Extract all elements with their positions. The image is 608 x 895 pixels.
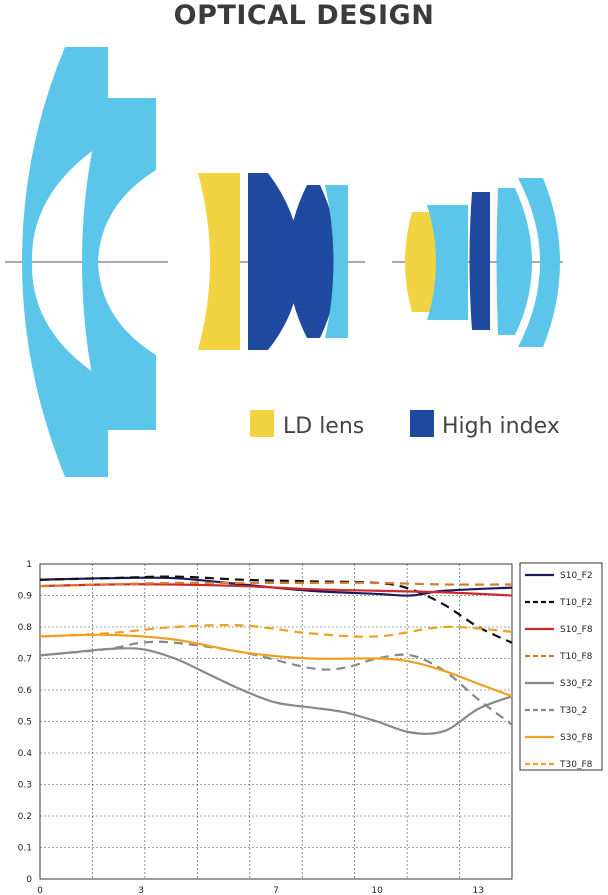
y-tick-label: 0.5: [18, 718, 32, 728]
ld-lens-swatch: [250, 410, 274, 437]
lens-element-1: [22, 47, 108, 477]
legend-label-t30-f8: T30_F8: [559, 760, 593, 770]
series-line-t30-2: [39, 640, 513, 726]
chart-legend-box: [519, 562, 603, 771]
y-tick-label: 0.8: [18, 623, 33, 633]
lens-diagram: LD lens High index: [5, 47, 563, 477]
lens-element-9-high-index: [469, 192, 490, 330]
legend-label-t10-f8: T10_F8: [559, 652, 593, 662]
legend-label-s10-f8: S10_F8: [560, 625, 593, 635]
high-index-legend-label: High index: [442, 414, 560, 439]
x-tick-label: 7: [273, 886, 279, 895]
lens-element-7-ld: [405, 212, 442, 312]
series-line-s10-f8: [39, 583, 513, 597]
series-line-s30-f2: [39, 647, 513, 735]
series-line-t10-f8: [39, 581, 513, 588]
lens-element-3-ld: [198, 173, 240, 350]
high-index-swatch: [410, 410, 434, 437]
y-tick-label: 0.6: [18, 686, 33, 696]
y-tick-label: 1: [26, 560, 32, 570]
lens-element-8: [427, 205, 468, 320]
y-tick-label: 0: [26, 875, 32, 885]
lens-element-2: [82, 98, 156, 430]
x-tick-label: 3: [138, 886, 144, 895]
lens-element-4-high-index: [248, 173, 300, 350]
y-tick-label: 0.3: [18, 781, 32, 791]
y-tick-label: 0.4: [18, 749, 33, 759]
chart-series-group: [39, 575, 513, 735]
chart-tick-labels: 00.10.20.30.40.50.60.70.80.910 3 7 10 13: [18, 560, 484, 895]
lens-element-10: [496, 188, 532, 335]
lens-element-5-high-index: [288, 185, 338, 338]
chart-grid: [39, 563, 513, 880]
legend-label-s30-f8: S30_F8: [560, 733, 593, 743]
chart-legend: S10_F2 T10_F2 S10_F8 T10_F8 S30_F2 T30_2 S30_F…: [519, 562, 603, 771]
y-tick-label: 0.7: [18, 655, 32, 665]
legend-label-t10-f2: T10_F2: [559, 598, 592, 608]
legend-label-s30-f2: S30_F2: [560, 679, 593, 689]
series-line-s10-f2: [39, 576, 513, 597]
lens-element-6: [325, 185, 348, 338]
x-tick-label: 10: [371, 886, 383, 895]
legend-label-t30-2: T30_2: [559, 706, 587, 716]
plot-frame: [39, 563, 513, 880]
ld-lens-legend-label: LD lens: [283, 414, 364, 439]
y-tick-label: 0.1: [18, 844, 32, 854]
series-line-t10-f2: [39, 575, 513, 644]
y-tick-label: 0.9: [18, 592, 33, 602]
page-title: OPTICAL DESIGN: [173, 0, 435, 31]
legend-label-s10-f2: S10_F2: [560, 571, 593, 581]
series-line-s30-f8: [39, 633, 513, 698]
x-tick-label: 0: [37, 886, 43, 895]
x-tick-label: 13: [473, 886, 484, 895]
series-line-t30-f8: [39, 623, 513, 638]
y-tick-label: 0.2: [18, 812, 32, 822]
lens-element-11: [518, 178, 560, 347]
